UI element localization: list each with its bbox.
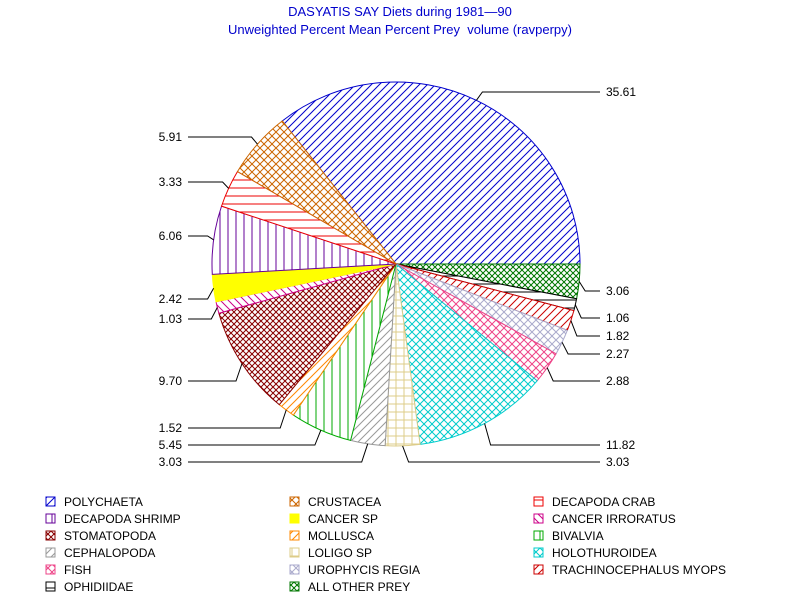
leader-line-cancer-irroratus xyxy=(188,307,218,320)
legend-swatch xyxy=(533,564,544,575)
legend-swatch xyxy=(289,530,300,541)
leader-line-urophycis-regia xyxy=(561,342,600,355)
legend-label: CEPHALOPODA xyxy=(64,546,155,560)
legend-swatch xyxy=(45,530,56,541)
leader-line-holothuroidea xyxy=(484,423,600,446)
legend-swatch xyxy=(289,581,300,592)
legend-label: CANCER SP xyxy=(308,512,378,526)
legend-swatch xyxy=(533,547,544,558)
legend-item-ophidiidae: OPHIDIIDAE xyxy=(45,580,133,594)
data-label-holothuroidea: 11.82 xyxy=(606,438,635,452)
leader-line-cancer-sp xyxy=(188,287,215,300)
legend: POLYCHAETA CRUSTACEA DECAPODA CRAB DECAPODA… xyxy=(45,495,726,594)
legend-label: FISH xyxy=(64,563,91,577)
data-label-fish: 2.88 xyxy=(606,374,630,388)
data-label-polychaeta: 35.61 xyxy=(606,85,636,99)
legend-swatch xyxy=(289,496,300,507)
leader-line-ophidiidae xyxy=(574,304,600,319)
legend-swatch xyxy=(533,496,544,507)
legend-item-loligo-sp: LOLIGO SP xyxy=(289,546,372,560)
leader-line-cephalopoda xyxy=(188,443,369,463)
leader-line-polychaeta xyxy=(475,91,600,101)
legend-swatch xyxy=(289,513,300,524)
legend-item-holothuroidea: HOLOTHUROIDEA xyxy=(533,546,657,560)
leader-line-stomatopoda xyxy=(188,363,243,382)
legend-label: MOLLUSCA xyxy=(308,529,374,543)
pie-slice-holothuroidea xyxy=(395,262,538,445)
legend-swatch xyxy=(45,496,56,507)
legend-label: HOLOTHUROIDEA xyxy=(552,546,657,560)
data-label-decapoda-shrimp: 6.06 xyxy=(159,229,183,243)
legend-label: OPHIDIIDAE xyxy=(64,580,133,594)
legend-item-cancer-irroratus: CANCER IRRORATUS xyxy=(533,512,676,526)
data-label-cancer-sp: 2.42 xyxy=(159,292,183,306)
legend-swatch xyxy=(45,564,56,575)
data-label-stomatopoda: 9.70 xyxy=(159,374,183,388)
data-label-loligo-sp: 3.03 xyxy=(606,455,630,469)
data-label-all-other-prey: 3.06 xyxy=(606,284,630,298)
legend-item-fish: FISH xyxy=(45,563,91,577)
leader-line-decapoda-crab xyxy=(188,181,229,189)
legend-label: TRACHINOCEPHALUS MYOPS xyxy=(552,563,726,577)
legend-label: BIVALVIA xyxy=(552,529,604,543)
legend-swatch xyxy=(533,513,544,524)
legend-item-urophycis-regia: UROPHYCIS REGIA xyxy=(289,563,420,577)
data-label-mollusca: 1.52 xyxy=(159,421,183,435)
legend-item-decapoda-shrimp: DECAPODA SHRIMP xyxy=(45,512,181,526)
data-label-crustacea: 5.91 xyxy=(159,130,183,144)
legend-item-all-other-prey: ALL OTHER PREY xyxy=(289,580,410,594)
legend-swatch xyxy=(45,513,56,524)
legend-item-trachinocephalus-myops: TRACHINOCEPHALUS MYOPS xyxy=(533,563,726,577)
data-label-decapoda-crab: 3.33 xyxy=(159,175,183,189)
chart-subtitle: Unweighted Percent Mean Percent Prey vol… xyxy=(228,22,572,37)
legend-item-crustacea: CRUSTACEA xyxy=(289,495,381,509)
legend-label: ALL OTHER PREY xyxy=(308,580,410,594)
legend-swatch xyxy=(45,547,56,558)
legend-label: UROPHYCIS REGIA xyxy=(308,563,420,577)
data-label-urophycis-regia: 2.27 xyxy=(606,347,630,361)
leader-line-mollusca xyxy=(188,409,287,429)
legend-label: STOMATOPODA xyxy=(64,529,156,543)
legend-label: DECAPODA SHRIMP xyxy=(64,512,181,526)
legend-label: CRUSTACEA xyxy=(308,495,381,509)
legend-item-polychaeta: POLYCHAETA xyxy=(45,495,143,509)
pie-slice-crustacea xyxy=(236,120,397,265)
legend-label: POLYCHAETA xyxy=(64,495,143,509)
legend-item-cephalopoda: CEPHALOPODA xyxy=(45,546,155,560)
leader-line-crustacea xyxy=(188,136,258,145)
leader-lines: 35.61 3.06 1.06 1.82 2.27 2.88 11.82 3.03 3.03 5.… xyxy=(159,85,637,469)
legend-item-mollusca: MOLLUSCA xyxy=(289,529,374,543)
pie-slice-polychaeta xyxy=(281,81,581,265)
legend-item-cancer-sp: CANCER SP xyxy=(289,512,378,526)
legend-swatch xyxy=(533,530,544,541)
legend-label: DECAPODA CRAB xyxy=(552,495,655,509)
leader-line-trachinocephalus-myops xyxy=(570,320,600,337)
chart-title: DASYATIS SAY Diets during 1981—90 xyxy=(288,4,512,19)
data-label-cephalopoda: 3.03 xyxy=(159,455,183,469)
legend-label: LOLIGO SP xyxy=(308,546,372,560)
leader-line-bivalvia xyxy=(188,429,322,446)
leader-line-all-other-prey xyxy=(578,281,600,292)
leader-line-loligo-sp xyxy=(402,445,600,463)
data-label-bivalvia: 5.45 xyxy=(159,438,183,452)
legend-swatch xyxy=(289,564,300,575)
legend-item-decapoda-crab: DECAPODA CRAB xyxy=(533,495,655,509)
leader-line-decapoda-shrimp xyxy=(188,235,214,241)
legend-swatch xyxy=(45,581,56,592)
legend-item-bivalvia: BIVALVIA xyxy=(533,529,604,543)
data-label-trachinocephalus-myops: 1.82 xyxy=(606,329,630,343)
legend-item-stomatopoda: STOMATOPODA xyxy=(45,529,156,543)
data-label-cancer-irroratus: 1.03 xyxy=(159,312,183,326)
legend-swatch xyxy=(289,547,300,558)
leader-line-fish xyxy=(546,367,600,382)
legend-label: CANCER IRRORATUS xyxy=(552,512,676,526)
data-label-ophidiidae: 1.06 xyxy=(606,311,630,325)
pie-slices xyxy=(211,81,581,447)
